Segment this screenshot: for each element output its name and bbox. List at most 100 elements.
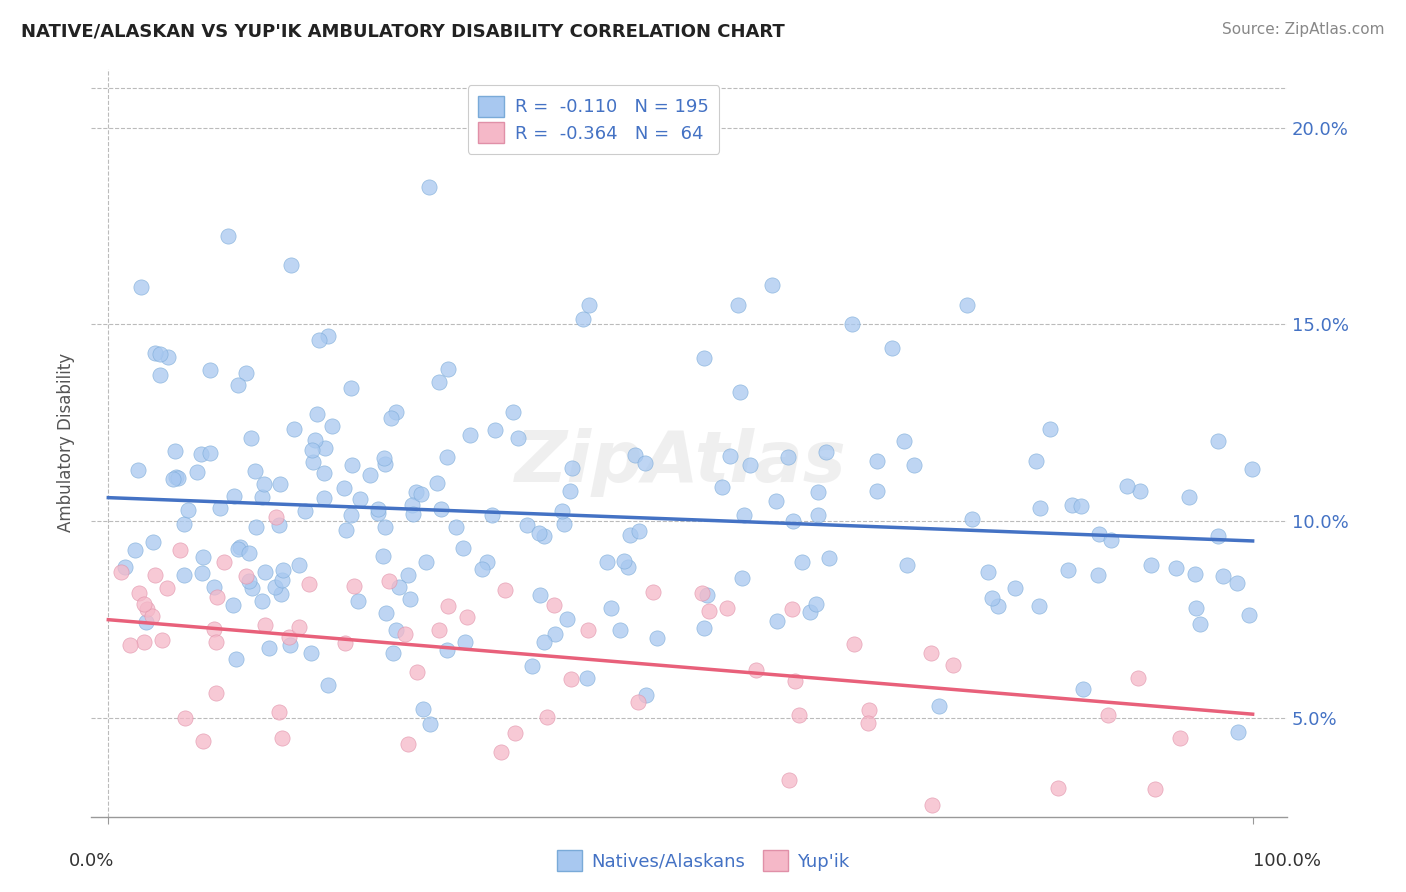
Point: [402, 507, 425, 521]
Point: [633, 456, 655, 470]
Point: [380, 411, 402, 425]
Point: [226, 541, 249, 556]
Point: [987, 599, 1010, 613]
Point: [807, 485, 830, 500]
Point: [623, 449, 645, 463]
Point: [166, 470, 188, 484]
Point: [156, 581, 179, 595]
Point: [520, 659, 543, 673]
Point: [245, 519, 267, 533]
Point: [710, 480, 733, 494]
Point: [817, 551, 839, 566]
Point: [250, 594, 273, 608]
Point: [190, 447, 212, 461]
Point: [385, 404, 408, 418]
Text: 0.0%: 0.0%: [69, 852, 114, 870]
Point: [110, 566, 132, 580]
Point: [516, 517, 538, 532]
Point: [429, 502, 451, 516]
Point: [396, 737, 419, 751]
Point: [304, 434, 326, 448]
Point: [790, 555, 813, 569]
Point: [481, 508, 503, 522]
Point: [1206, 434, 1229, 448]
Point: [551, 503, 574, 517]
Point: [378, 574, 401, 589]
Point: [1116, 479, 1139, 493]
Point: [396, 567, 419, 582]
Point: [191, 734, 214, 748]
Point: [533, 529, 555, 543]
Point: [475, 555, 498, 569]
Point: [340, 458, 363, 473]
Point: [1070, 499, 1092, 513]
Point: [1088, 526, 1111, 541]
Point: [436, 642, 458, 657]
Point: [374, 458, 396, 472]
Point: [127, 463, 149, 477]
Point: [419, 717, 441, 731]
Point: [250, 490, 273, 504]
Point: [150, 632, 173, 647]
Point: [373, 451, 395, 466]
Point: [458, 428, 481, 442]
Point: [135, 601, 157, 615]
Point: [553, 517, 575, 532]
Point: [375, 606, 398, 620]
Point: [962, 512, 984, 526]
Point: [1056, 563, 1078, 577]
Point: [264, 580, 287, 594]
Point: [619, 528, 641, 542]
Point: [349, 491, 371, 506]
Point: [269, 476, 291, 491]
Point: [142, 534, 165, 549]
Point: [240, 581, 263, 595]
Point: [928, 698, 950, 713]
Point: [318, 678, 340, 692]
Point: [270, 587, 292, 601]
Point: [253, 617, 276, 632]
Point: [301, 443, 323, 458]
Point: [842, 637, 865, 651]
Point: [335, 524, 357, 538]
Point: [1101, 533, 1123, 548]
Point: [190, 566, 212, 581]
Point: [412, 702, 434, 716]
Point: [804, 597, 827, 611]
Legend: R =  -0.110   N = 195, R =  -0.364   N =  64: R = -0.110 N = 195, R = -0.364 N = 64: [468, 85, 720, 153]
Point: [288, 558, 311, 573]
Point: [866, 454, 889, 468]
Point: [858, 703, 880, 717]
Point: [271, 573, 294, 587]
Point: [856, 715, 879, 730]
Point: [1025, 454, 1047, 468]
Point: [399, 591, 422, 606]
Point: [454, 635, 477, 649]
Point: [627, 524, 650, 539]
Point: [942, 658, 965, 673]
Point: [617, 560, 640, 574]
Point: [343, 579, 366, 593]
Point: [200, 446, 222, 460]
Point: [576, 623, 599, 637]
Point: [1237, 607, 1260, 622]
Point: [229, 540, 252, 554]
Point: [494, 582, 516, 597]
Point: [177, 503, 200, 517]
Point: [508, 431, 530, 445]
Point: [733, 508, 755, 523]
Point: [287, 620, 309, 634]
Point: [555, 612, 578, 626]
Point: [609, 623, 631, 637]
Point: [529, 588, 551, 602]
Point: [384, 623, 406, 637]
Point: [308, 333, 330, 347]
Point: [321, 418, 343, 433]
Point: [401, 498, 423, 512]
Point: [697, 604, 720, 618]
Point: [740, 458, 762, 473]
Point: [157, 351, 180, 365]
Point: [225, 652, 247, 666]
Point: [114, 559, 136, 574]
Point: [253, 477, 276, 491]
